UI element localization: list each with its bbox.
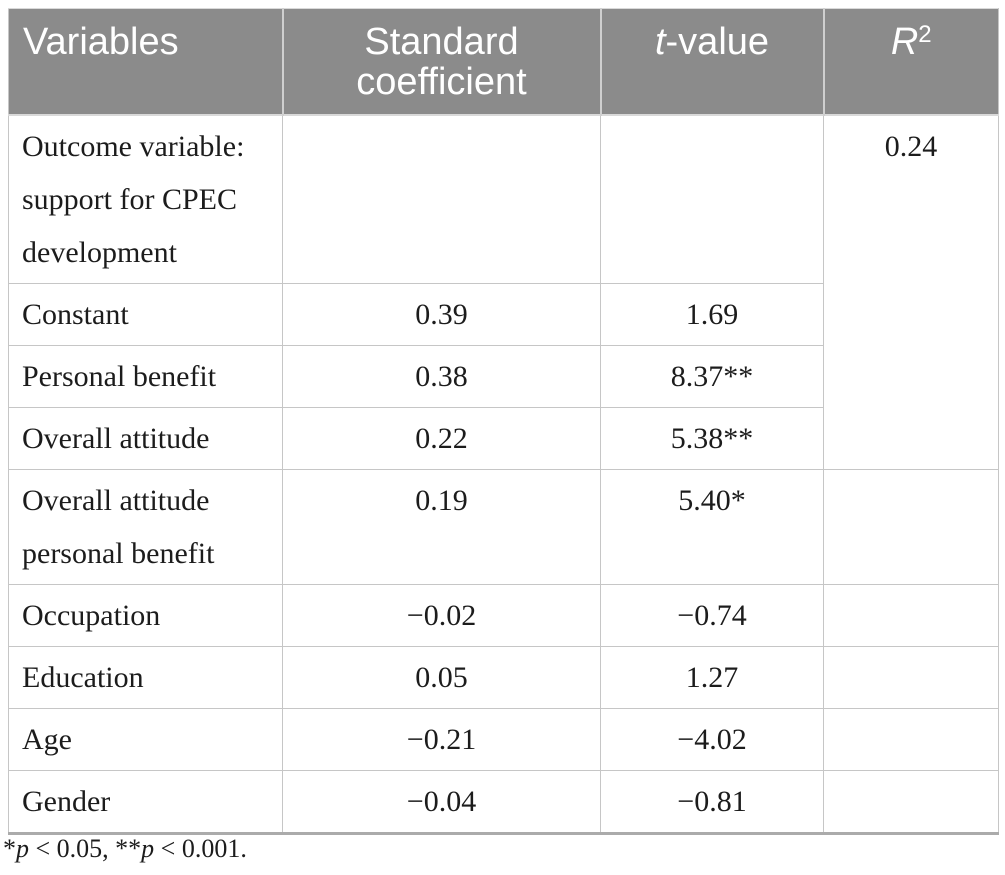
t-value-cell: [600, 114, 824, 284]
column-header-r-squared: R2: [822, 8, 999, 115]
t-value-cell: 1.69: [600, 283, 824, 346]
regression-table: Variables Standard coefficient t-value R…: [8, 8, 999, 835]
footnote-star: *: [3, 834, 16, 863]
t-value-italic: t: [654, 21, 666, 63]
row-label: Constant: [8, 283, 283, 346]
r-squared-empty-cell: [823, 770, 999, 834]
coefficient-cell: 0.38: [282, 345, 601, 408]
column-header-t-value: t-value: [599, 8, 824, 115]
t-value-cell: 5.38**: [600, 407, 824, 470]
coefficient-cell: −0.02: [282, 584, 601, 647]
footnote-p-symbol: p: [16, 834, 29, 863]
t-value-cell: −0.81: [600, 770, 824, 834]
r-squared-exponent: 2: [918, 21, 932, 48]
table-row-occupation: Occupation −0.02 −0.74: [8, 584, 999, 647]
table-row-education: Education 0.05 1.27: [8, 646, 999, 709]
t-value-rest: -value: [665, 21, 770, 63]
table-row-overall-attitude: Overall attitude 0.22 5.38**: [8, 407, 999, 470]
table-row-overall-attitude-personal-benefit: Overall attitude personal benefit 0.19 5…: [8, 469, 999, 585]
r-squared-empty-cell: [823, 469, 999, 585]
coefficient-cell: 0.39: [282, 283, 601, 346]
row-label: Overall attitude personal benefit: [8, 469, 283, 585]
t-value-cell: 8.37**: [600, 345, 824, 408]
row-label: Personal benefit: [8, 345, 283, 408]
column-header-standard-coefficient: Standard coefficient: [281, 8, 601, 115]
coefficient-cell: 0.19: [282, 469, 601, 585]
r-squared-merged-cell: 0.24: [823, 114, 999, 470]
footnote-middle: < 0.05, **: [29, 834, 142, 863]
footnote-p-symbol: p: [141, 834, 155, 863]
row-label: Occupation: [8, 584, 283, 647]
footnote-end: < 0.001.: [154, 834, 247, 863]
coefficient-cell: 0.05: [282, 646, 601, 709]
table-row-constant: Constant 0.39 1.69: [8, 283, 999, 346]
t-value-cell: −0.74: [600, 584, 824, 647]
r-squared-empty-cell: [823, 708, 999, 771]
row-label: Gender: [8, 770, 283, 834]
table-row-age: Age −0.21 −4.02: [8, 708, 999, 771]
row-label: Outcome variable: support for CPEC devel…: [8, 114, 283, 284]
table-row-gender: Gender −0.04 −0.81: [8, 770, 999, 834]
coefficient-cell: [282, 114, 601, 284]
t-value-cell: 5.40*: [600, 469, 824, 585]
row-label: Education: [8, 646, 283, 709]
t-value-cell: −4.02: [600, 708, 824, 771]
table-row-outcome-variable: Outcome variable: support for CPEC devel…: [8, 114, 999, 470]
r-squared-empty-cell: [823, 584, 999, 647]
coefficient-cell: −0.21: [282, 708, 601, 771]
coefficient-cell: 0.22: [282, 407, 601, 470]
coefficient-cell: −0.04: [282, 770, 601, 834]
row-label: Overall attitude: [8, 407, 283, 470]
row-label: Age: [8, 708, 283, 771]
r-squared-empty-cell: [823, 646, 999, 709]
header-row: Variables Standard coefficient t-value R…: [8, 8, 999, 115]
significance-footnote: *p < 0.05, **p < 0.001.: [3, 831, 247, 867]
column-header-variables: Variables: [8, 8, 283, 115]
t-value-cell: 1.27: [600, 646, 824, 709]
r-squared-base: R: [890, 21, 919, 63]
